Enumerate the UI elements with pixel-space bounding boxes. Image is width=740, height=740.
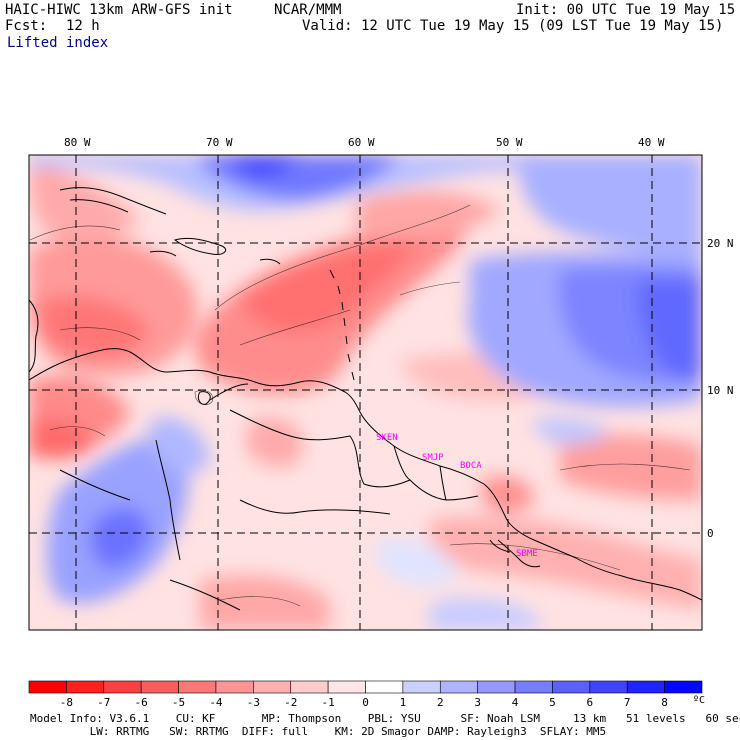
valid-time: Valid: 12 UTC Tue 19 May 15 (09 LST Tue …: [302, 18, 724, 34]
coastlines: [29, 187, 702, 611]
model-info-line-1: Model Info: V3.6.1 CU: KF MP: Thompson P…: [30, 712, 740, 725]
init-time: Init: 00 UTC Tue 19 May 15: [516, 2, 736, 18]
lon-label-50w: 50 W: [496, 136, 523, 149]
lon-label-80w: 80 W: [64, 136, 91, 149]
station-label-sken: SKEN: [376, 433, 398, 443]
forecast-label: Fcst:: [5, 18, 48, 34]
lon-label-40w: 40 W: [638, 136, 665, 149]
station-markers: SKEN SMJP BOCA SBME: [376, 433, 538, 559]
contour-lines: [29, 204, 691, 607]
lon-label-70w: 70 W: [206, 136, 233, 149]
lat-label-10n: 10 N: [707, 384, 734, 397]
organization-label: NCAR/MMM: [274, 2, 342, 18]
lat-label-0: 0: [707, 527, 714, 540]
map-frame: [28, 154, 703, 631]
station-label-smjp: SMJP: [422, 453, 444, 463]
lat-label-20n: 20 N: [707, 237, 734, 250]
field-name: Lifted index: [7, 35, 109, 51]
lifted-index-field: [29, 155, 702, 630]
station-label-boca: BOCA: [460, 461, 482, 471]
lon-label-60w: 60 W: [348, 136, 375, 149]
forecast-hour: 12 h: [66, 18, 100, 34]
graticule: [29, 155, 702, 630]
station-label-sbme: SBME: [516, 549, 538, 559]
model-title: HAIC-HIWC 13km ARW-GFS init: [5, 2, 233, 18]
model-info-line-2: LW: RRTMG SW: RRTMG DIFF: full KM: 2D Sm…: [30, 725, 607, 738]
